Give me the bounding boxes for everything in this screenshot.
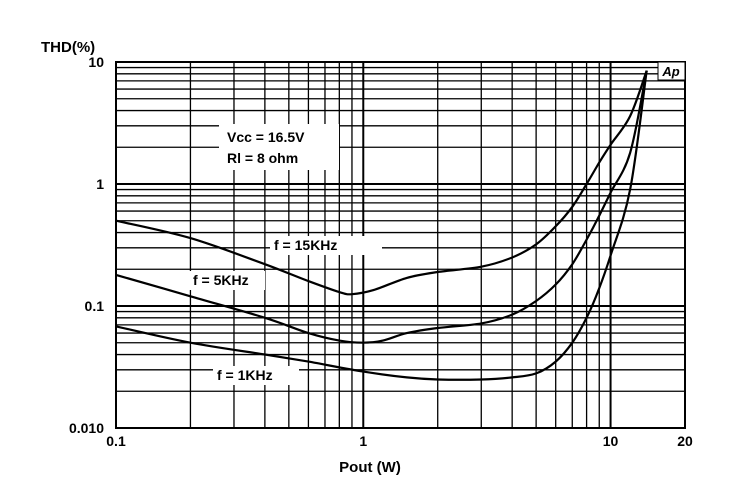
series-label-backdrop <box>270 236 382 255</box>
x-tick-label: 20 <box>677 433 693 449</box>
x-tick-label: 1 <box>359 433 367 449</box>
plot-frame <box>115 61 686 429</box>
y-tick-label: 1 <box>96 176 104 192</box>
series-5khz-label: f = 5KHz <box>193 272 249 288</box>
annotation-backdrop <box>219 124 339 170</box>
series-label-backdrop <box>189 271 265 290</box>
series-1khz-line <box>115 70 648 381</box>
annotation-vcc: Vcc = 16.5V <box>227 129 305 145</box>
x-tick-label: 10 <box>603 433 619 449</box>
y-tick-label: 0.010 <box>69 420 104 436</box>
series-15khz-line <box>115 70 648 296</box>
series-1khz-label: f = 1KHz <box>217 367 273 383</box>
x-tick-label: 0.1 <box>106 433 126 449</box>
ap-logo: Ap <box>657 61 686 81</box>
series-layer <box>115 70 648 381</box>
x-axis-title: Pout (W) <box>339 459 401 476</box>
series-5khz-line <box>115 70 648 344</box>
y-axis-title: THD(%) <box>41 39 95 56</box>
annotation-load: Rl = 8 ohm <box>227 150 298 166</box>
ap-logo-text: Ap <box>661 64 679 79</box>
series-label-backdrop <box>213 366 299 385</box>
y-tick-label: 10 <box>88 54 104 70</box>
grid <box>115 61 686 429</box>
series-15khz-label: f = 15KHz <box>274 237 337 253</box>
y-tick-label: 0.1 <box>85 298 105 314</box>
